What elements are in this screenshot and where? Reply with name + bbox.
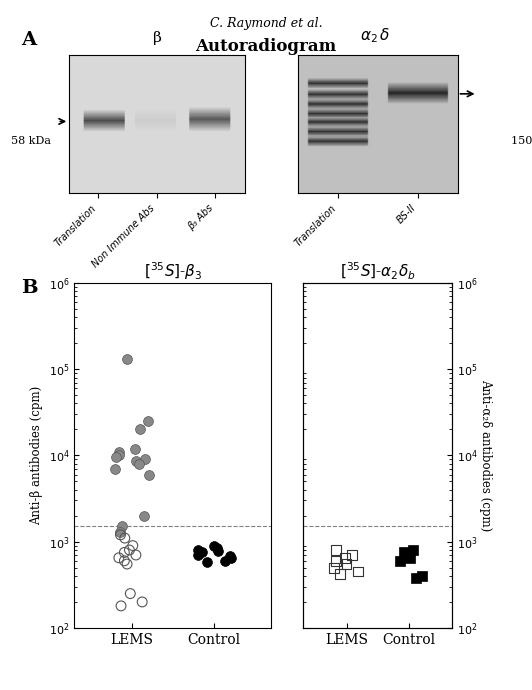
Text: C. Raymond et al.: C. Raymond et al. [210,17,322,30]
Point [115,450,124,461]
Point [132,549,140,560]
Point [330,562,338,573]
Text: $\alpha_2\,\delta$: $\alpha_2\,\delta$ [360,26,390,45]
Point [203,557,211,568]
Point [117,600,126,611]
Point [347,549,356,560]
Point [331,544,340,555]
Point [139,510,148,521]
Point [193,544,202,555]
Point [145,469,153,480]
Point [210,540,219,551]
Title: $[^{35}S]$-$\alpha_2\delta_b$: $[^{35}S]$-$\alpha_2\delta_b$ [340,261,415,282]
Text: Autoradiogram: Autoradiogram [195,38,337,55]
Y-axis label: Anti-α₂δ antibodies (cpm): Anti-α₂δ antibodies (cpm) [479,380,492,531]
Point [341,552,350,563]
Point [194,549,203,560]
Point [121,533,129,544]
Point [417,571,426,582]
Point [120,555,129,566]
Point [115,446,124,457]
Point [138,596,146,607]
Text: β: β [153,31,161,45]
Point [131,443,140,454]
Point [400,547,408,558]
Point [135,458,144,469]
Point [144,415,152,426]
Text: B: B [21,279,38,297]
Text: A: A [21,31,36,49]
Point [141,454,149,465]
Point [116,526,124,538]
Point [332,555,340,566]
Point [120,547,129,558]
Text: 58 kDa: 58 kDa [11,137,51,146]
Point [136,424,145,435]
Point [112,452,120,463]
Point [406,552,414,563]
Y-axis label: Anti-β antibodies (cpm): Anti-β antibodies (cpm) [30,386,43,525]
Point [131,456,140,467]
Point [114,552,123,563]
Point [412,573,420,584]
Point [396,555,404,566]
Point [125,544,134,555]
Point [405,549,413,560]
Point [117,521,126,532]
Point [123,558,131,569]
Point [123,354,131,365]
Point [226,551,235,562]
Point [198,547,206,558]
Point [342,558,351,569]
Point [213,545,222,556]
Point [227,552,235,563]
Text: 150 kDa: 150 kDa [511,137,532,146]
Point [354,566,362,577]
Point [126,588,135,599]
Point [129,540,137,551]
Point [221,555,229,566]
Point [116,529,124,540]
Point [213,542,221,553]
Title: $[^{35}S]$-$\beta_3$: $[^{35}S]$-$\beta_3$ [144,261,202,282]
Point [110,463,119,474]
Point [336,569,344,580]
Point [409,544,418,555]
